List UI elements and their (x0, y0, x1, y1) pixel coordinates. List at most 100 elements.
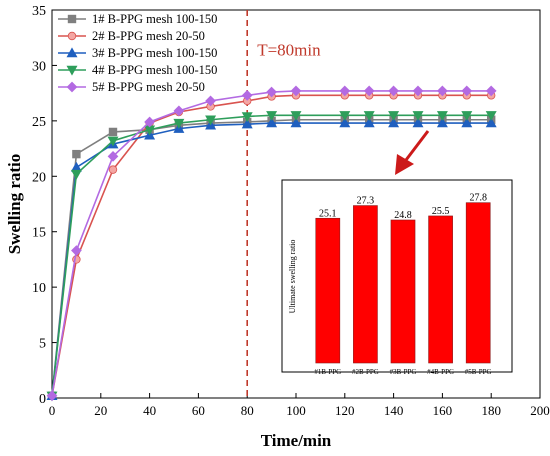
inset-value-label: 27.3 (357, 196, 375, 207)
inset-bar (315, 217, 341, 364)
data-point (461, 111, 473, 121)
inset-value-label: 25.5 (432, 206, 450, 217)
legend-label: 3# B-PPG mesh 100-150 (92, 46, 217, 60)
data-point (290, 111, 302, 121)
data-point (339, 85, 351, 97)
inset-bar (428, 215, 453, 364)
data-point (290, 85, 302, 97)
y-axis-ticks: 0 5 10 15 20 25 30 35 (32, 4, 57, 407)
inset-bars: 25.1 #1B-PPG 27.3 #2B-PPG 24.8 #3B-PPG 25.5 #4B… (314, 193, 491, 376)
x-tick-label: 80 (241, 403, 254, 418)
data-point (412, 117, 424, 128)
data-point (173, 118, 185, 129)
data-point (485, 111, 497, 121)
inset-category-label: #4B-PPG (427, 368, 454, 376)
inset-category-label: #1B-PPG (314, 368, 341, 376)
inset-bar (353, 205, 378, 364)
data-point (66, 47, 78, 58)
y-tick-label: 30 (32, 59, 46, 74)
data-point (266, 117, 278, 128)
data-point (67, 31, 77, 41)
data-point (108, 165, 118, 174)
legend-label: 1# B-PPG mesh 100-150 (92, 12, 217, 26)
legend-label: 2# B-PPG mesh 20-50 (92, 29, 205, 43)
inset-y-axis-label: Ultimate swelling ratio (288, 240, 297, 314)
series-5 (46, 85, 497, 402)
inset-value-label: 25.1 (319, 208, 337, 219)
x-tick-label: 100 (286, 403, 306, 418)
data-point (388, 85, 399, 97)
data-point (241, 89, 253, 101)
data-point (363, 111, 375, 121)
data-point (339, 117, 351, 128)
x-tick-label: 20 (94, 403, 107, 418)
y-tick-label: 5 (39, 337, 46, 352)
series-layer (46, 85, 497, 402)
inset-bar-chart: 25.1 #1B-PPG 27.3 #2B-PPG 24.8 #3B-PPG 25.5 #4B… (281, 179, 513, 376)
data-point (70, 169, 82, 180)
legend-item: 1# B-PPG mesh 100-150 (58, 12, 217, 26)
data-point (66, 81, 78, 93)
data-point (339, 111, 351, 121)
legend: 1# B-PPG mesh 100-150 2# B-PPG mesh 20-50… (58, 12, 217, 94)
x-tick-label: 0 (49, 403, 56, 418)
data-point (412, 85, 424, 97)
data-point (241, 118, 253, 129)
y-tick-label: 35 (32, 4, 46, 19)
x-tick-label: 200 (530, 403, 550, 418)
data-point (388, 117, 400, 128)
data-point (388, 111, 400, 121)
y-tick-label: 25 (32, 115, 46, 130)
data-point (107, 136, 119, 147)
y-tick-label: 15 (32, 226, 46, 241)
data-point (485, 117, 497, 128)
arrow-head (395, 154, 414, 175)
inset-value-label: 27.8 (469, 193, 487, 204)
data-point (363, 85, 375, 97)
legend-item: 3# B-PPG mesh 100-150 (58, 46, 217, 60)
data-point (266, 111, 278, 121)
x-tick-label: 120 (335, 403, 355, 418)
y-tick-label: 10 (32, 281, 46, 296)
data-point (108, 127, 118, 137)
data-point (437, 85, 448, 97)
y-axis-label: Swelling ratio (5, 154, 24, 255)
data-point (436, 117, 448, 128)
data-point (290, 117, 302, 128)
series-line (51, 94, 492, 396)
series-line (51, 90, 492, 396)
data-point (461, 117, 473, 128)
data-point (66, 65, 78, 76)
data-point (241, 112, 253, 123)
data-point (205, 115, 217, 126)
x-tick-label: 140 (384, 403, 404, 418)
inset-category-label: #2B-PPG (352, 368, 379, 376)
inset-value-label: 24.8 (394, 210, 412, 221)
data-point (144, 116, 155, 128)
main-plot: 0 20 40 60 80 100 120 140 160 180 200 0 5 10 15 20 25 30… (5, 4, 550, 450)
inset-category-label: #3B-PPG (390, 368, 417, 376)
data-point (485, 85, 497, 97)
x-tick-label: 180 (481, 403, 501, 418)
data-point (67, 14, 77, 24)
legend-item: 4# B-PPG mesh 100-150 (58, 63, 217, 77)
data-point (107, 150, 119, 162)
y-tick-label: 0 (39, 392, 46, 407)
arrow-shaft (404, 130, 430, 161)
x-tick-label: 160 (433, 403, 453, 418)
legend-label: 5# B-PPG mesh 20-50 (92, 80, 205, 94)
x-tick-label: 60 (192, 403, 205, 418)
legend-label: 4# B-PPG mesh 100-150 (92, 63, 217, 77)
data-point (205, 95, 216, 107)
data-point (71, 245, 82, 256)
data-point (436, 111, 448, 121)
y-tick-label: 20 (32, 170, 46, 185)
data-point (266, 86, 277, 98)
data-point (363, 117, 375, 128)
x-tick-label: 40 (143, 403, 156, 418)
pointer-arrow (395, 130, 430, 175)
data-point (412, 111, 424, 121)
data-point (72, 149, 81, 159)
inset-category-label: #5B-PPG (465, 368, 492, 376)
